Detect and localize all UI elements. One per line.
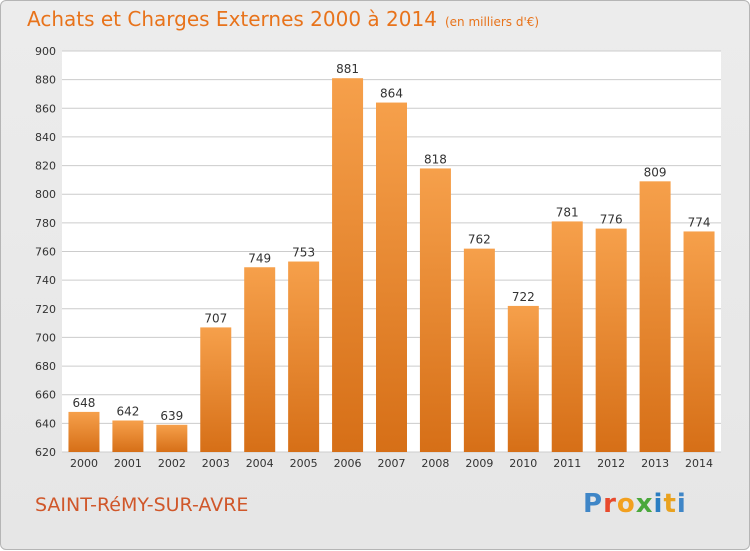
x-tick-label: 2014 <box>685 457 713 470</box>
y-tick-label: 720 <box>35 303 56 316</box>
data-label: 776 <box>600 213 623 227</box>
y-tick-label: 700 <box>35 331 56 344</box>
y-tick-label: 640 <box>35 417 56 430</box>
x-tick-label: 2002 <box>158 457 186 470</box>
x-tick-label: 2009 <box>465 457 493 470</box>
bar-2010 <box>507 305 539 452</box>
data-label: 749 <box>248 251 271 265</box>
x-tick-label: 2004 <box>246 457 274 470</box>
bar-2007 <box>376 102 407 453</box>
x-tick-label: 2013 <box>641 457 669 470</box>
y-tick-label: 620 <box>35 446 56 459</box>
x-tick-label: 2000 <box>70 457 98 470</box>
x-tick-label: 2001 <box>114 457 142 470</box>
logo-letter: r <box>603 489 617 519</box>
data-label: 774 <box>688 215 711 229</box>
bars <box>68 78 715 453</box>
data-label: 762 <box>468 233 491 247</box>
logo-letter: t <box>663 489 677 519</box>
x-tick-labels: 2000 2001 2002 2003 2004 2005 2006 2007 2008 2009… <box>70 457 713 470</box>
x-tick-label: 2012 <box>597 457 625 470</box>
x-tick-label: 2011 <box>553 457 581 470</box>
data-label: 781 <box>556 205 579 219</box>
bar-2003 <box>200 327 232 452</box>
data-label: 818 <box>424 152 447 166</box>
y-tick-label: 780 <box>35 217 56 230</box>
logo-letter: x <box>635 489 654 519</box>
data-label: 753 <box>292 246 315 260</box>
y-tick-label: 740 <box>35 274 56 287</box>
y-tick-label: 860 <box>35 102 56 115</box>
x-tick-label: 2006 <box>334 457 362 470</box>
y-tick-label: 660 <box>35 389 56 402</box>
bar-2005 <box>288 261 320 452</box>
logo-letter: P <box>583 489 604 519</box>
y-tick-label: 900 <box>35 45 56 58</box>
data-label: 642 <box>116 404 139 418</box>
logo-letter: i <box>676 489 687 519</box>
bar-2009 <box>463 248 495 452</box>
bar-2004 <box>244 267 276 452</box>
x-tick-label: 2003 <box>202 457 230 470</box>
data-label: 639 <box>160 409 183 423</box>
bar-2002 <box>156 424 188 452</box>
bar-2008 <box>419 168 451 452</box>
bar-2006 <box>332 78 364 452</box>
bar-2013 <box>639 181 671 452</box>
bar-2014 <box>683 231 715 452</box>
bar-2000 <box>68 411 100 452</box>
y-tick-label: 880 <box>35 74 56 87</box>
chart-title: Achats et Charges Externes 2000 à 2014 (e… <box>27 7 539 31</box>
data-label: 881 <box>336 62 359 76</box>
data-label: 648 <box>73 396 96 410</box>
logo-letter: o <box>616 489 636 519</box>
data-label: 722 <box>512 290 535 304</box>
y-tick-label: 680 <box>35 360 56 373</box>
x-tick-label: 2008 <box>421 457 449 470</box>
y-tick-label: 840 <box>35 131 56 144</box>
chart-subtitle: (en milliers d'€) <box>444 15 540 29</box>
data-label: 864 <box>380 87 403 101</box>
y-tick-labels: 620 640 660 680 700 720 740 760 780 800 820 840 860 8… <box>35 45 56 459</box>
commune-name: SAINT-RéMY-SUR-AVRE <box>35 494 249 516</box>
y-tick-label: 800 <box>35 188 56 201</box>
bar-2011 <box>551 221 583 452</box>
chart-title-text: Achats et Charges Externes 2000 à 2014 <box>27 7 437 31</box>
x-tick-label: 2010 <box>509 457 537 470</box>
y-tick-label: 760 <box>35 246 56 259</box>
bar-2001 <box>112 420 144 452</box>
bar-2012 <box>595 228 627 452</box>
x-tick-label: 2005 <box>290 457 318 470</box>
data-label: 707 <box>204 311 227 325</box>
proxiti-logo: Proxiti <box>583 489 687 519</box>
y-tick-label: 820 <box>35 160 56 173</box>
data-labels: 648 642 639 707 749 753 881 864 818 762 722 781 776 8… <box>73 62 711 423</box>
x-tick-label: 2007 <box>378 457 406 470</box>
data-label: 809 <box>644 165 667 179</box>
logo-letter: i <box>653 489 664 519</box>
